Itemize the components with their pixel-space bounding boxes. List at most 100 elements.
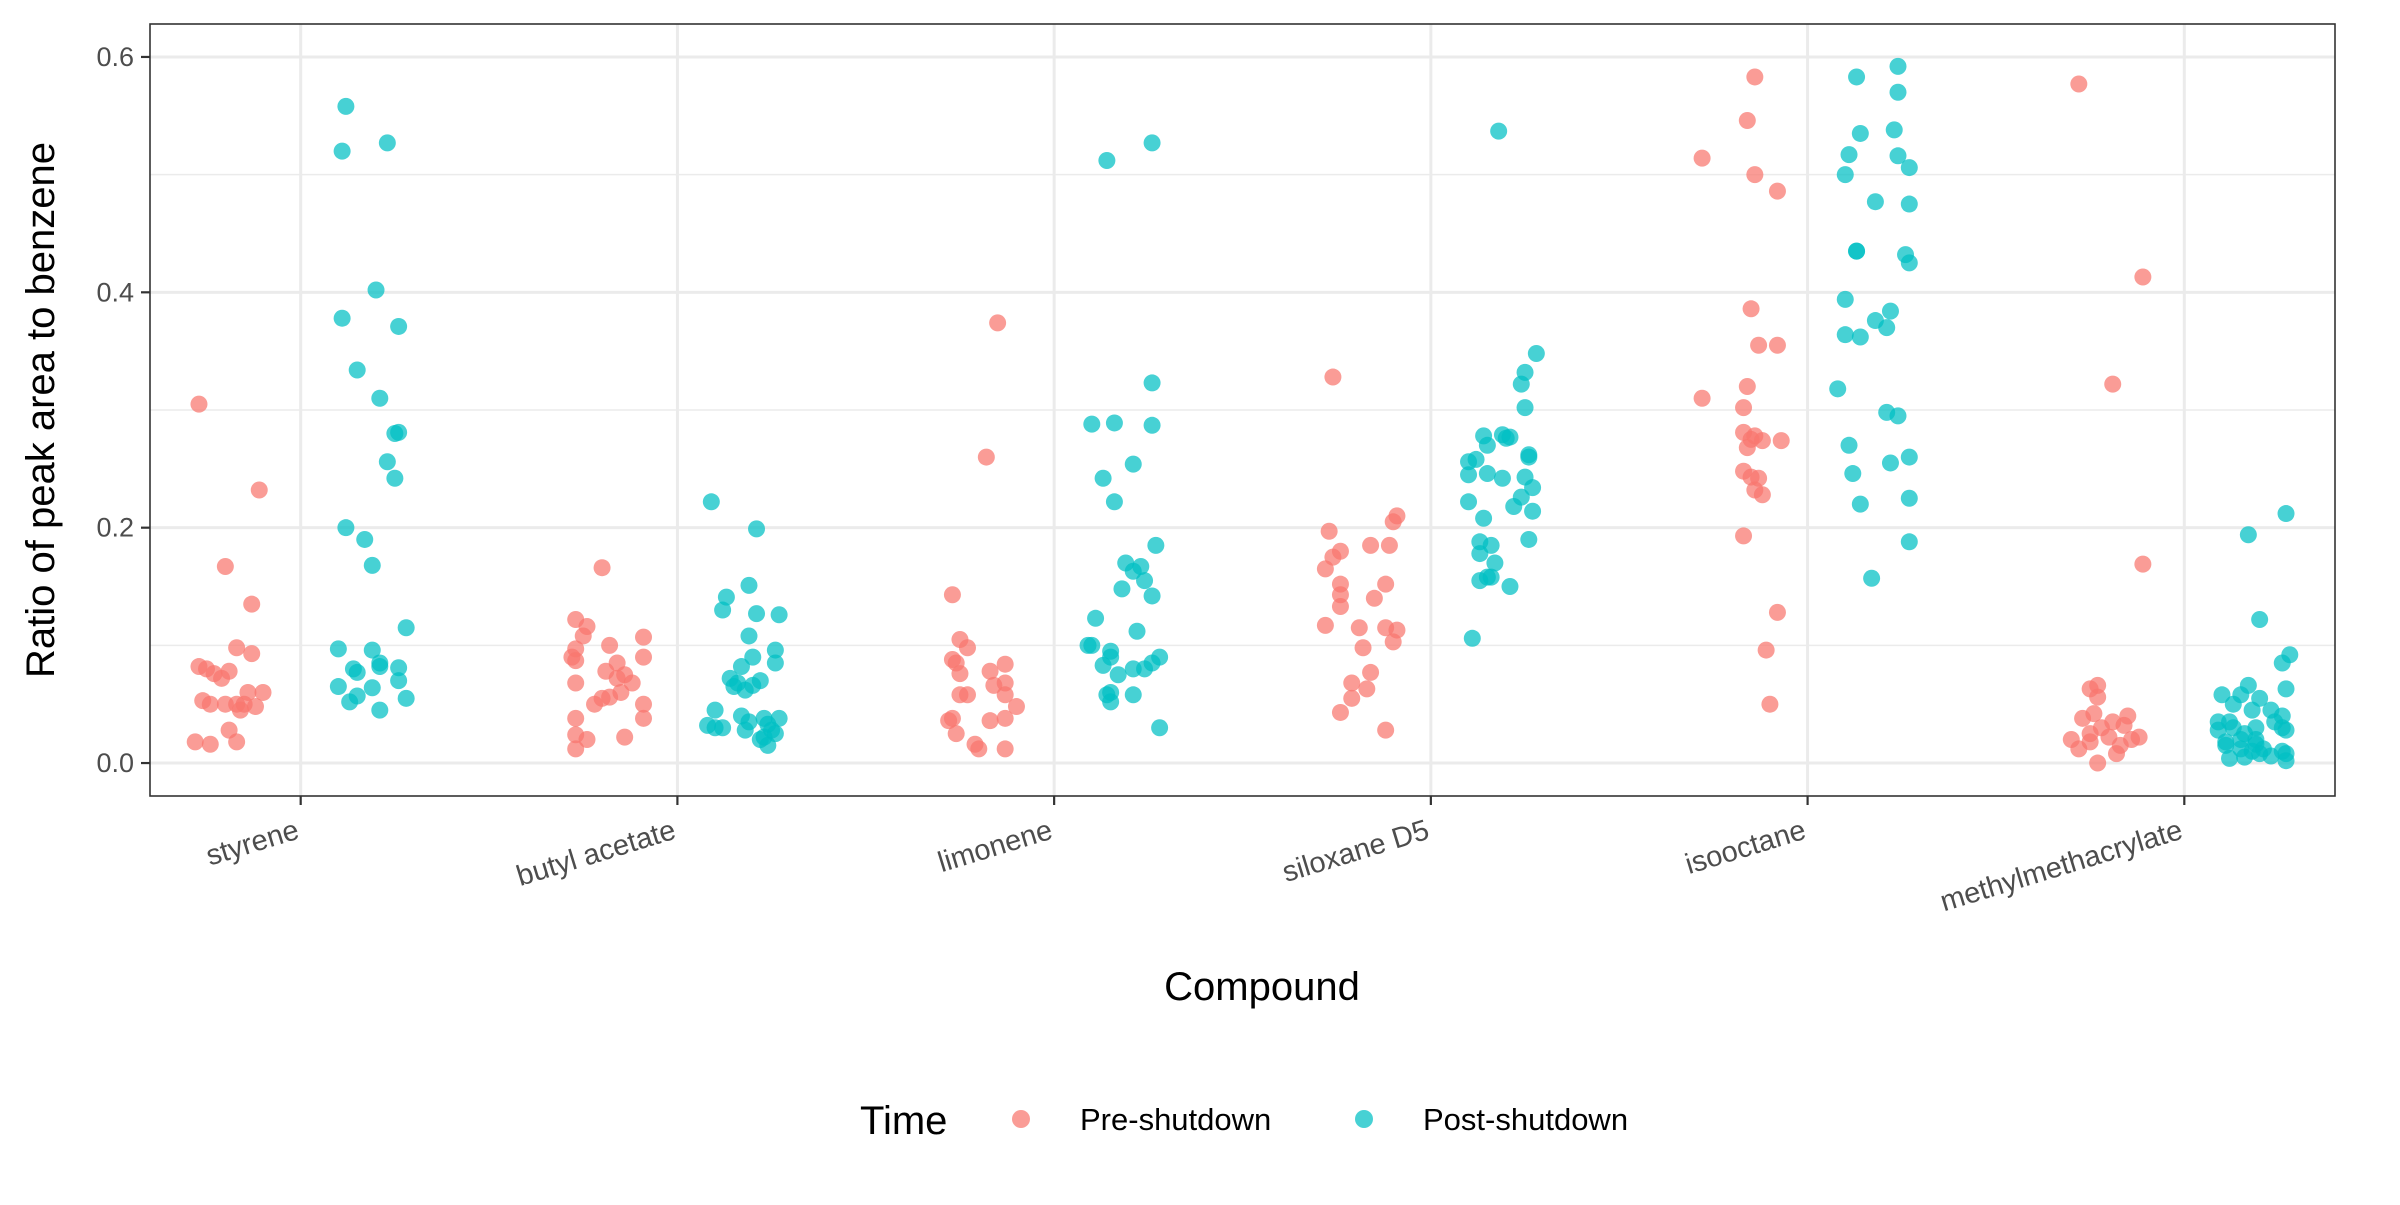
- point-post-shutdown: [1889, 57, 1907, 75]
- point-post-shutdown: [1460, 493, 1478, 511]
- point-pre-shutdown: [1358, 680, 1376, 698]
- point-post-shutdown: [2277, 505, 2295, 523]
- grid-layer: [150, 24, 2335, 796]
- point-post-shutdown: [1493, 469, 1511, 487]
- point-pre-shutdown: [958, 686, 976, 704]
- point-post-shutdown: [1900, 254, 1918, 272]
- point-post-shutdown: [333, 309, 351, 327]
- point-pre-shutdown: [943, 586, 961, 604]
- point-post-shutdown: [1094, 656, 1112, 674]
- point-pre-shutdown: [1354, 639, 1372, 657]
- point-pre-shutdown: [1343, 674, 1361, 692]
- point-post-shutdown: [2236, 748, 2254, 766]
- point-pre-shutdown: [1738, 112, 1756, 129]
- point-post-shutdown: [1851, 495, 1869, 513]
- point-pre-shutdown: [1750, 336, 1768, 354]
- point-pre-shutdown: [593, 689, 611, 707]
- point-pre-shutdown: [190, 395, 208, 413]
- point-post-shutdown: [1524, 479, 1542, 497]
- point-post-shutdown: [1136, 660, 1154, 678]
- point-pre-shutdown: [1738, 439, 1756, 457]
- point-pre-shutdown: [1693, 149, 1711, 167]
- point-post-shutdown: [333, 142, 351, 160]
- point-post-shutdown: [1087, 609, 1105, 627]
- point-post-shutdown: [390, 659, 408, 677]
- point-post-shutdown: [759, 736, 777, 754]
- point-pre-shutdown: [2134, 555, 2152, 573]
- point-pre-shutdown: [947, 725, 965, 743]
- point-post-shutdown: [386, 469, 404, 487]
- point-post-shutdown: [740, 627, 758, 645]
- point-post-shutdown: [1851, 124, 1869, 142]
- y-axis-title: Ratio of peak area to benzene: [19, 142, 63, 678]
- point-post-shutdown: [2209, 713, 2227, 731]
- point-pre-shutdown: [2070, 75, 2088, 93]
- point-post-shutdown: [2273, 654, 2291, 672]
- point-pre-shutdown: [1753, 432, 1771, 450]
- point-pre-shutdown: [989, 314, 1007, 332]
- point-pre-shutdown: [1384, 513, 1402, 531]
- point-pre-shutdown: [1365, 589, 1383, 607]
- point-pre-shutdown: [1331, 598, 1349, 616]
- point-post-shutdown: [766, 641, 784, 659]
- point-post-shutdown: [1863, 569, 1881, 587]
- point-post-shutdown: [1124, 455, 1142, 473]
- point-post-shutdown: [337, 97, 355, 115]
- x-tick-label: isooctane: [1682, 814, 1810, 881]
- point-post-shutdown: [706, 701, 724, 719]
- point-post-shutdown: [1143, 587, 1161, 605]
- point-post-shutdown: [390, 672, 408, 690]
- point-post-shutdown: [2236, 725, 2254, 743]
- point-pre-shutdown: [1007, 698, 1025, 716]
- point-pre-shutdown: [2081, 733, 2099, 751]
- point-post-shutdown: [397, 689, 415, 707]
- point-pre-shutdown: [1331, 586, 1349, 604]
- point-post-shutdown: [740, 576, 758, 594]
- point-post-shutdown: [1885, 121, 1903, 139]
- point-pre-shutdown: [970, 740, 988, 758]
- point-pre-shutdown: [623, 674, 641, 692]
- point-post-shutdown: [2243, 701, 2261, 719]
- point-post-shutdown: [1083, 636, 1101, 654]
- point-post-shutdown: [1900, 489, 1918, 507]
- point-pre-shutdown: [1768, 603, 1786, 621]
- point-post-shutdown: [744, 648, 762, 666]
- point-post-shutdown: [356, 530, 374, 548]
- point-post-shutdown: [1094, 469, 1112, 487]
- point-pre-shutdown: [216, 558, 234, 576]
- x-tick-label: limonene: [934, 814, 1056, 879]
- y-tick-label: 0.4: [96, 277, 134, 307]
- point-pre-shutdown: [635, 648, 653, 666]
- x-tick-label: butyl acetate: [513, 814, 680, 893]
- point-post-shutdown: [1124, 686, 1142, 704]
- point-pre-shutdown: [951, 665, 969, 683]
- point-post-shutdown: [2239, 526, 2257, 544]
- legend-key-post-shutdown: [1355, 1110, 1373, 1128]
- point-pre-shutdown: [1757, 641, 1775, 659]
- point-pre-shutdown: [228, 639, 246, 657]
- point-pre-shutdown: [254, 683, 272, 701]
- point-post-shutdown: [1105, 414, 1123, 432]
- point-pre-shutdown: [1746, 166, 1764, 184]
- point-post-shutdown: [1128, 622, 1146, 640]
- point-pre-shutdown: [201, 695, 219, 713]
- point-post-shutdown: [1836, 166, 1854, 184]
- point-post-shutdown: [2277, 752, 2295, 770]
- point-pre-shutdown: [1735, 399, 1753, 417]
- point-post-shutdown: [1105, 493, 1123, 511]
- point-post-shutdown: [1520, 530, 1538, 548]
- legend: Time Pre-shutdown Post-shutdown: [860, 1099, 1628, 1143]
- point-post-shutdown: [2213, 686, 2231, 704]
- point-pre-shutdown: [958, 639, 976, 657]
- point-pre-shutdown: [608, 669, 626, 687]
- point-post-shutdown: [1840, 146, 1858, 164]
- point-post-shutdown: [1471, 572, 1489, 590]
- point-post-shutdown: [371, 658, 389, 676]
- point-post-shutdown: [337, 519, 355, 537]
- point-post-shutdown: [367, 281, 385, 299]
- point-pre-shutdown: [2108, 745, 2125, 763]
- point-pre-shutdown: [228, 733, 246, 751]
- x-tick-label: styrene: [202, 814, 302, 872]
- point-post-shutdown: [1151, 719, 1169, 737]
